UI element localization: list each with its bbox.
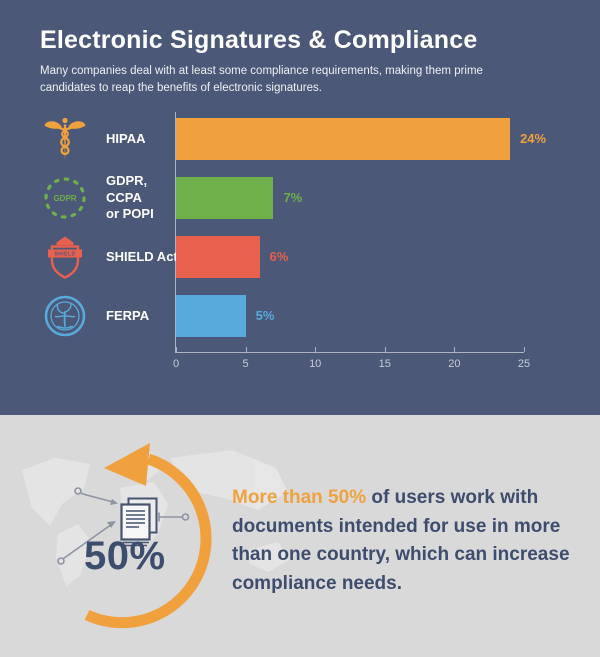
x-axis-tick-label: 20 [448, 358, 461, 370]
bar-value-label: 6% [269, 249, 289, 264]
bar-value-label: 5% [255, 308, 275, 323]
x-axis-tick-label: 5 [242, 358, 249, 370]
shield-icon: SHIELD [41, 233, 89, 281]
bar-chart: HIPAA GDPR GDPR, CCPA or POPI SHIEL [41, 112, 546, 370]
stat-graphic [22, 443, 290, 629]
gdpr-icon-text: GDPR [53, 194, 76, 203]
x-axis-tick [524, 347, 525, 352]
row-label-shield-act: SHIELD Act [106, 248, 178, 264]
network-lines [57, 487, 190, 565]
row-label-gdpr: GDPR, CCPA or POPI [106, 172, 154, 222]
bar-ferpa [176, 295, 246, 337]
stat-text: More than 50% of users work with documen… [232, 484, 597, 598]
x-axis-tick-label: 0 [172, 358, 180, 370]
bar-shield-act [176, 236, 260, 278]
x-axis-tick [176, 347, 177, 352]
stat-section: 50% More than 50% of users work with doc… [0, 415, 600, 657]
x-axis-tick [315, 347, 317, 352]
bar-value-label: 24% [520, 131, 547, 146]
connector-arrowhead [107, 521, 116, 528]
shield-icon-text: SHIELD [54, 252, 75, 258]
x-axis-tick-label: 15 [378, 358, 391, 370]
caduceus-icon [41, 115, 89, 163]
stat-number: 50% [84, 534, 166, 578]
x-axis-tick [384, 347, 386, 352]
plot-area: 24% 7% 6% 5% 0 5 10 15 20 25 [173, 112, 546, 370]
connector-arrowhead [110, 499, 118, 505]
stat-text-highlight: More than 50% [232, 487, 367, 508]
compliance-chart-section: Electronic Signatures & Compliance Many … [0, 0, 600, 415]
x-axis-tick-label: 25 [517, 358, 531, 370]
bar-value-label: 7% [283, 190, 303, 205]
ferpa-seal-icon [41, 292, 89, 340]
stat-text-rest: of users work with documents intended fo… [232, 487, 570, 594]
circular-arrow-icon [84, 443, 212, 629]
bar-hipaa [176, 118, 511, 160]
row-label-ferpa: FERPA [106, 307, 150, 323]
bar-gdpr-ccpa-or-popi [176, 177, 274, 219]
x-axis-tick-label: 10 [309, 358, 322, 370]
documents-icon [120, 497, 158, 547]
gdpr-stars-icon: GDPR [41, 174, 89, 222]
page-subtitle: Many companies deal with at least some c… [40, 65, 483, 95]
x-axis-tick [454, 347, 456, 352]
page-title: Electronic Signatures & Compliance [40, 26, 478, 54]
x-axis-tick [245, 347, 247, 352]
row-label-hipaa: HIPAA [106, 130, 146, 146]
